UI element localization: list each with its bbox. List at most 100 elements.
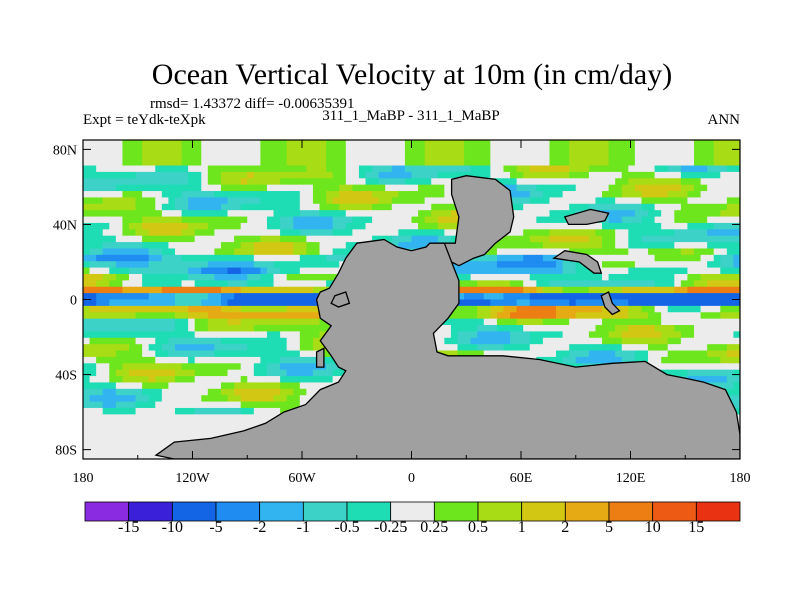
field-cell — [234, 140, 242, 147]
field-cell — [588, 248, 597, 256]
field-cell — [694, 337, 702, 345]
field-cell — [266, 248, 275, 256]
field-cell — [588, 286, 597, 294]
field-cell — [450, 210, 459, 218]
field-cell — [174, 152, 183, 160]
field-cell — [588, 159, 597, 167]
field-cell — [89, 197, 97, 205]
field-cell — [680, 312, 689, 320]
field-cell — [227, 140, 235, 147]
field-cell — [648, 318, 656, 326]
field-cell — [602, 344, 610, 352]
field-cell — [431, 171, 439, 179]
field-cell — [266, 210, 275, 218]
field-cell — [142, 344, 150, 352]
field-cell — [266, 344, 275, 352]
field-cell — [582, 178, 590, 186]
field-cell — [418, 146, 426, 154]
field-cell — [115, 414, 124, 422]
field-cell — [89, 254, 97, 262]
field-cell — [234, 350, 242, 358]
field-cell — [654, 152, 662, 160]
field-cell — [687, 293, 695, 301]
field-cell — [490, 280, 498, 288]
field-cell — [542, 210, 551, 218]
field-cell — [122, 299, 130, 307]
field-cell — [654, 356, 662, 364]
field-cell — [556, 184, 564, 192]
field-cell — [628, 254, 636, 262]
field-cell — [148, 140, 156, 147]
field-cell — [556, 178, 564, 186]
field-cell — [135, 171, 143, 179]
field-cell — [549, 280, 557, 288]
field-cell — [155, 229, 163, 237]
field-cell — [155, 427, 163, 435]
field-cell — [174, 267, 183, 275]
field-cell — [96, 318, 104, 326]
field-cell — [273, 165, 281, 173]
field-cell — [628, 286, 636, 294]
field-cell — [569, 203, 577, 211]
field-cell — [188, 305, 196, 313]
field-cell — [168, 376, 176, 384]
field-cell — [608, 229, 616, 237]
field-cell — [174, 312, 183, 320]
field-cell — [326, 242, 334, 250]
field-cell — [168, 305, 176, 313]
field-cell — [602, 305, 610, 313]
field-cell — [687, 318, 695, 326]
field-cell — [326, 273, 334, 281]
field-cell — [260, 407, 268, 415]
field-cell — [102, 178, 110, 186]
field-cell — [155, 273, 163, 281]
field-cell — [142, 235, 150, 243]
field-cell — [207, 286, 215, 294]
field-cell — [621, 356, 629, 364]
field-cell — [194, 178, 202, 186]
field-cell — [201, 203, 209, 211]
field-cell — [128, 312, 137, 320]
field-cell — [556, 267, 564, 275]
field-cell — [628, 165, 636, 173]
field-cell — [109, 337, 117, 345]
field-cell — [700, 159, 708, 167]
field-cell — [523, 178, 531, 186]
field-cell — [483, 325, 491, 332]
field-cell — [720, 229, 728, 237]
field-cell — [345, 140, 353, 147]
field-cell — [299, 382, 307, 390]
field-cell — [234, 254, 242, 262]
field-cell — [227, 312, 235, 320]
field-cell — [260, 286, 268, 294]
field-cell — [516, 216, 524, 224]
field-cell — [96, 427, 104, 435]
field-cell — [220, 248, 229, 256]
field-cell — [713, 369, 721, 377]
field-cell — [122, 140, 130, 147]
field-cell — [83, 152, 91, 160]
field-cell — [319, 159, 327, 167]
field-cell — [608, 331, 616, 339]
field-cell — [431, 152, 439, 160]
field-cell — [174, 433, 183, 441]
field-cell — [312, 344, 321, 352]
field-cell — [220, 273, 229, 281]
field-cell — [168, 286, 176, 294]
field-cell — [569, 299, 577, 307]
field-cell — [286, 376, 294, 384]
field-cell — [89, 280, 97, 288]
field-cell — [247, 184, 255, 192]
field-cell — [634, 191, 643, 199]
field-cell — [247, 318, 255, 326]
field-cell — [109, 261, 117, 269]
field-cell — [142, 210, 150, 218]
field-cell — [260, 337, 268, 345]
field-cell — [194, 376, 202, 384]
field-cell — [569, 261, 577, 269]
field-cell — [326, 210, 334, 218]
field-cell — [89, 312, 97, 320]
field-cell — [155, 395, 163, 403]
field-cell — [188, 356, 196, 364]
field-cell — [516, 325, 524, 332]
